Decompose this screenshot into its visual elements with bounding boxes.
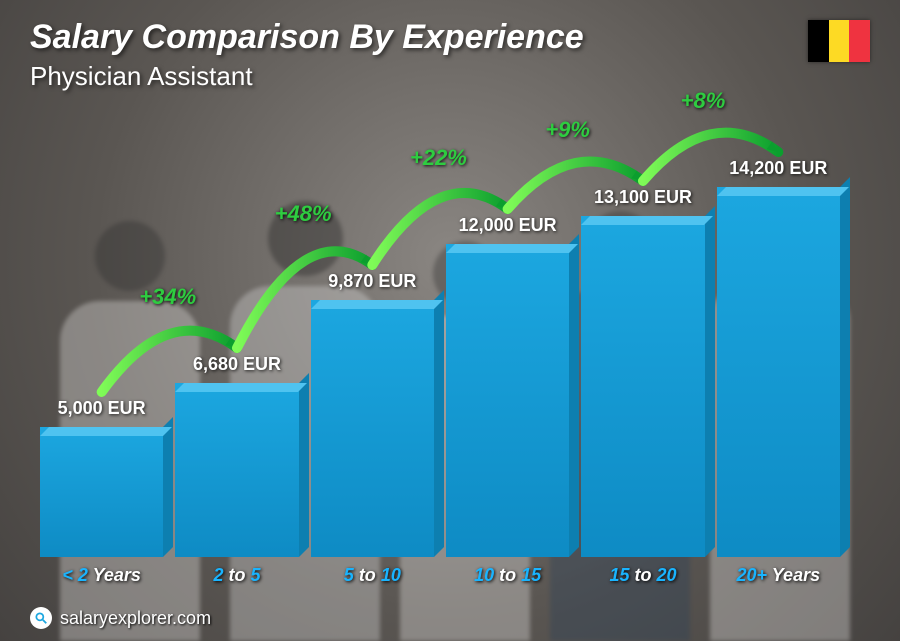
flag-stripe-3 [849,20,870,62]
header: Salary Comparison By Experience Physicia… [30,18,584,92]
page-title: Salary Comparison By Experience [30,18,584,57]
footer-text: salaryexplorer.com [60,608,211,629]
bar-shape [175,383,298,557]
flag-stripe-2 [829,20,850,62]
x-axis-labels: < 2 Years 2 to 5 5 to 10 10 to 15 15 to 20 20… [40,557,840,591]
bar-shape [311,300,434,557]
bar-shape [40,427,163,557]
bar-3: 12,000 EUR [446,215,569,557]
country-flag-belgium [808,20,870,62]
bar-value-label: 6,680 EUR [193,354,281,375]
bar-value-label: 5,000 EUR [58,398,146,419]
bar-value-label: 14,200 EUR [729,158,827,179]
bar-shape [717,187,840,557]
x-label-0: < 2 Years [40,557,163,591]
bar-1: 6,680 EUR [175,354,298,557]
bar-0: 5,000 EUR [40,398,163,557]
search-icon [30,607,52,629]
bars-container: 5,000 EUR 6,680 EUR 9,870 EUR 12,000 EUR 13,… [40,110,840,557]
bar-value-label: 9,870 EUR [328,271,416,292]
x-label-2: 5 to 10 [311,557,434,591]
bar-4: 13,100 EUR [581,187,704,557]
bar-5: 14,200 EUR [717,158,840,557]
bar-shape [446,244,569,557]
bar-2: 9,870 EUR [311,271,434,557]
flag-stripe-1 [808,20,829,62]
x-label-3: 10 to 15 [446,557,569,591]
page-subtitle: Physician Assistant [30,61,584,92]
x-label-1: 2 to 5 [175,557,298,591]
x-label-5: 20+ Years [717,557,840,591]
bar-value-label: 12,000 EUR [459,215,557,236]
x-label-4: 15 to 20 [581,557,704,591]
footer: salaryexplorer.com [30,607,211,629]
bar-shape [581,216,704,557]
bar-value-label: 13,100 EUR [594,187,692,208]
salary-bar-chart: 5,000 EUR 6,680 EUR 9,870 EUR 12,000 EUR 13,… [40,110,840,591]
